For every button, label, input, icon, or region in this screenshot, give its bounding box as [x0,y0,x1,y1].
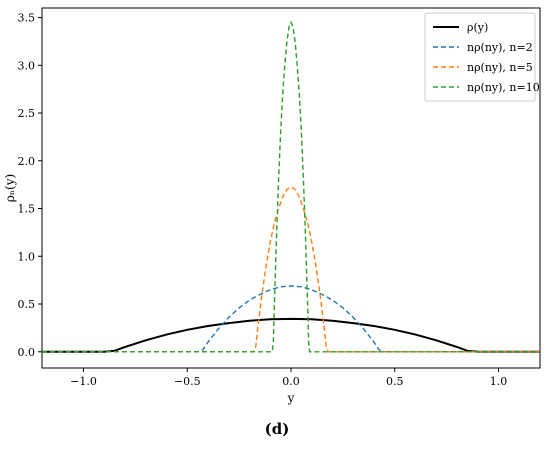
y-tick-label: 0.5 [18,298,36,311]
legend-label: nρ(ny), n=10 [467,81,540,94]
legend-box [424,12,536,102]
x-tick-label: −1.0 [70,375,97,388]
legend-label: nρ(ny), n=2 [467,41,533,54]
legend-label: ρ(y) [467,21,488,34]
y-tick-label: 3.5 [18,12,36,25]
series-layer [42,20,540,353]
series-line-3 [42,186,540,353]
legend-label: nρ(ny), n=5 [467,61,533,74]
x-tick-label: −0.5 [174,375,201,388]
y-tick-label: 3.0 [18,59,36,72]
panel-label: (d) [265,420,290,438]
y-tick-label: 2.0 [18,155,36,168]
y-tick-label: 1.0 [18,250,36,263]
y-tick-label: 2.5 [18,107,36,120]
x-axis-label: y [287,391,295,405]
series-line-4 [42,20,540,353]
y-tick-label: 1.5 [18,203,36,216]
x-tick-label: 1.0 [490,375,508,388]
legend: ρ(y) nρ(ny), n=2 nρ(ny), n=5 nρ(ny), n=10 [424,12,540,102]
y-axis-label: ρₙ(y) [3,174,17,202]
series-line-2 [42,285,540,353]
series-line-1 [42,317,540,353]
y-tick-label: 0.0 [18,346,36,359]
x-tick-label: 0.5 [386,375,404,388]
axis-ticks: −1.0 −0.5 0.0 0.5 1.0 0.0 0.5 1.0 1.5 2.0 2.5 3.0 3.… [18,12,508,388]
x-tick-label: 0.0 [282,375,300,388]
